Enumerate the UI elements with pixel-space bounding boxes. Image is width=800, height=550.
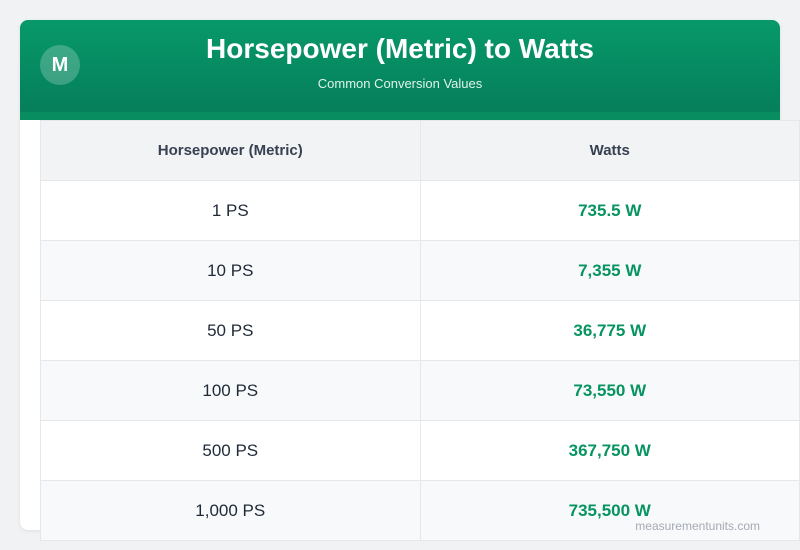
- page-subtitle: Common Conversion Values: [317, 76, 483, 91]
- table-row: 1,000 PS 735,500 W: [40, 480, 800, 541]
- horsepower-cell: 50 PS: [40, 300, 421, 361]
- horsepower-cell: 1 PS: [40, 180, 421, 241]
- watts-cell: 36,775 W: [419, 300, 800, 361]
- horsepower-cell: 100 PS: [40, 360, 421, 421]
- table-header-row: Horsepower (Metric) Watts: [40, 120, 800, 181]
- table-row: 500 PS 367,750 W: [40, 420, 800, 481]
- watts-cell: 367,750 W: [419, 420, 800, 481]
- page-title: Horsepower (Metric) to Watts: [206, 33, 594, 64]
- horsepower-cell: 10 PS: [40, 240, 421, 301]
- column-header-watts: Watts: [419, 120, 800, 181]
- table-row: 1 PS 735.5 W: [40, 180, 800, 241]
- table-row: 100 PS 73,550 W: [40, 360, 800, 421]
- watermark: measurementunits.com: [635, 519, 760, 533]
- horsepower-cell: 1,000 PS: [40, 480, 421, 541]
- watts-cell: 735,500 W: [419, 480, 800, 541]
- horsepower-cell: 500 PS: [40, 420, 421, 481]
- conversion-table: Horsepower (Metric) Watts 1 PS 735.5 W 10…: [40, 120, 800, 541]
- column-header-horsepower: Horsepower (Metric): [40, 120, 421, 181]
- logo: M: [40, 45, 80, 85]
- header-divider: [20, 112, 780, 120]
- table-row: 10 PS 7,355 W: [40, 240, 800, 301]
- watts-cell: 7,355 W: [419, 240, 800, 301]
- watts-cell: 73,550 W: [419, 360, 800, 421]
- header: M Horsepower (Metric) to Watts Common Co…: [20, 20, 780, 120]
- table-row: 50 PS 36,775 W: [40, 300, 800, 361]
- watts-cell: 735.5 W: [419, 180, 800, 241]
